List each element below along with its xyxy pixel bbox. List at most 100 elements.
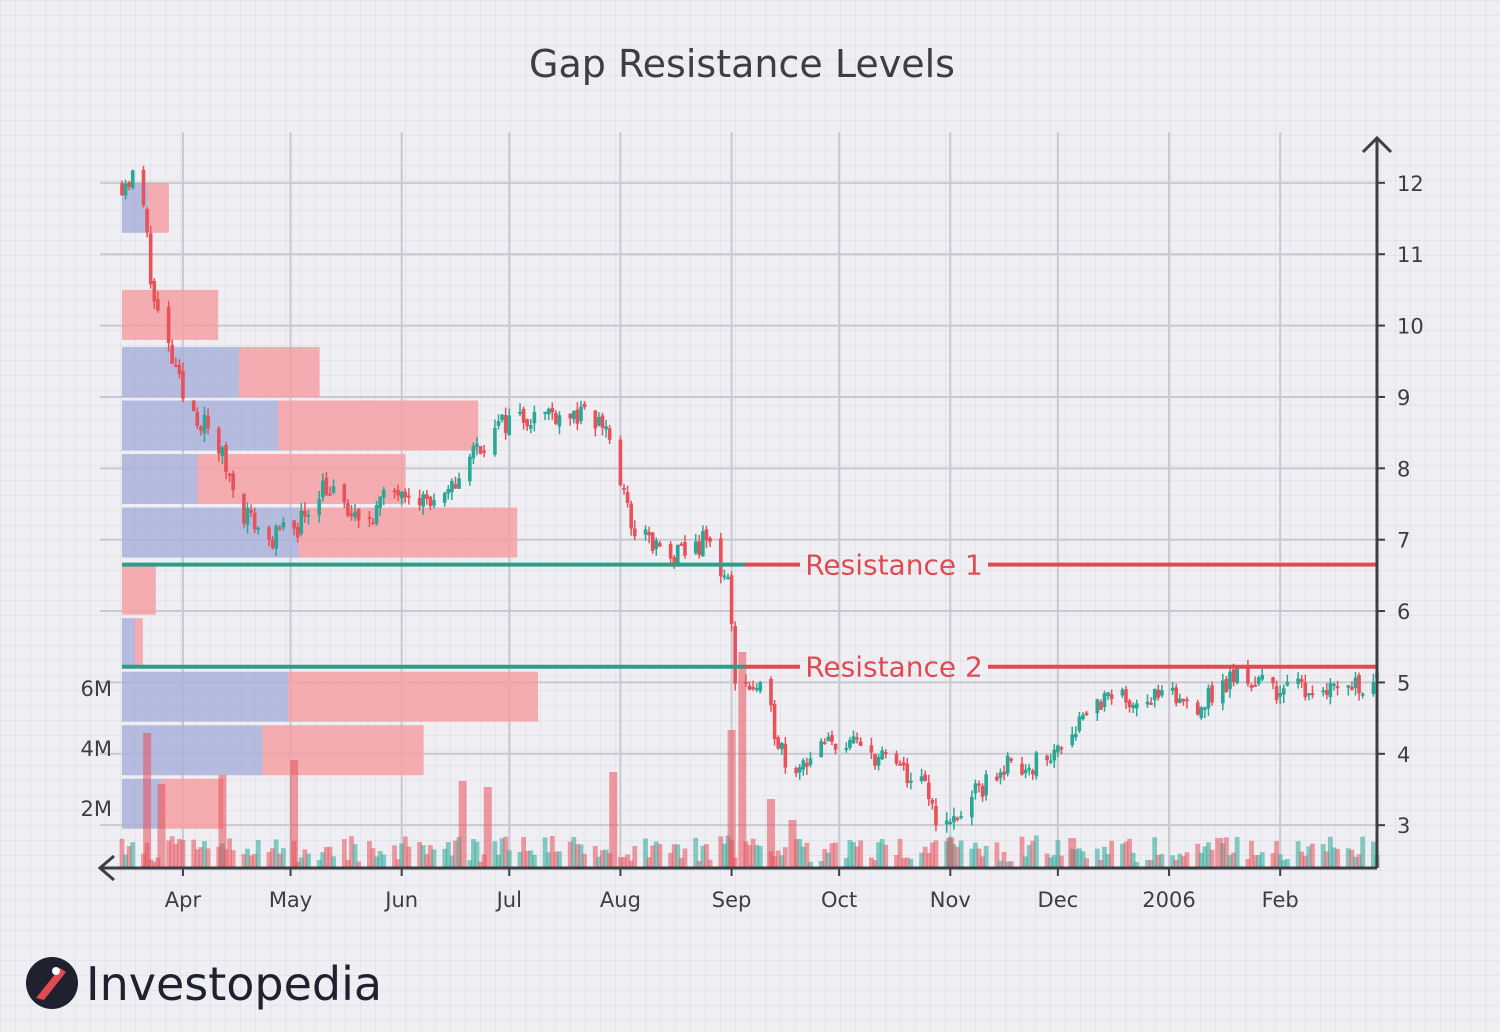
candle-body [794,768,798,774]
volume-bar [273,839,279,868]
volume-bar [976,848,982,868]
candle-body [880,750,884,760]
candle-body [1059,747,1064,750]
volume-bar [1353,856,1358,868]
volume-bar [653,841,659,868]
volume-bar [851,842,856,868]
volume-bar [632,846,638,868]
profile-bar-down [161,778,224,829]
volume-bar [1094,848,1100,868]
volume-bar [854,846,860,868]
volume-bar [230,850,236,868]
candle-body [618,439,623,486]
volume-bar [922,846,928,868]
candle-body [733,626,737,684]
candle-body [1170,687,1175,691]
volume-bar [571,836,577,868]
volume-bar [883,844,889,868]
candle-body [378,496,382,508]
candle-body [1152,688,1157,701]
tick-labels: 3 4 5 6 7 8 9 10 11 12 Apr May Jun Jul Aug Sep Oct Nov Dec… [81,172,1424,912]
volume-bar [621,857,627,868]
volume-bar [1231,852,1236,868]
candle-body [1228,671,1232,690]
candle-body [848,739,852,749]
candle-body [1177,698,1182,703]
candle-body [145,208,149,233]
candle-body [1195,702,1200,715]
volume-bar [1051,854,1057,868]
candle-body [292,520,296,529]
candle-body [471,446,476,459]
candle-body [245,507,250,525]
volume-spike-bar [788,820,797,868]
volume-bar [1080,851,1086,868]
candle-body [869,745,874,753]
candle-body [754,687,759,690]
volume-bar [678,857,684,868]
volume-bar [919,852,925,868]
volume-spike-bar [157,784,166,868]
candle-body [446,489,451,494]
volume-bar [557,851,562,868]
profile-bar-down [278,400,479,451]
candle-body [575,409,580,424]
candle-body [779,743,784,750]
candle-body [173,364,178,367]
candle-body [256,527,261,530]
candle-body [1048,760,1053,763]
volume-bar [969,848,975,868]
candle-body [1070,734,1075,746]
volume-bar [578,844,584,868]
volume-bar [747,845,752,868]
candle-body [468,456,472,482]
candle-body [607,428,612,440]
candle-body [919,776,924,781]
price-candles [120,165,1379,833]
volume-bar [822,849,828,868]
candle-body [568,413,573,419]
candle-body [217,428,221,454]
candle-body [1084,712,1089,715]
volume-bar [1177,853,1183,868]
volume-bar [1076,848,1082,868]
volume-spike-bar [1068,838,1077,868]
volume-bar [1227,855,1233,868]
volume-bar [1023,856,1028,868]
candle-body [521,408,526,423]
volume-bar [1256,854,1262,868]
x-tick-label: May [269,888,312,912]
candle-body [407,495,411,498]
candle-body [622,488,626,491]
candle-body [858,741,863,746]
candle-body [697,541,702,556]
volume-bar [1324,851,1330,868]
candle-body [1023,769,1028,774]
profile-bar-down [239,346,320,397]
y-tick-label: 6 [1397,600,1410,624]
candle-body [554,412,558,424]
candle-body [952,816,956,823]
volume-profile [122,182,538,829]
volume-bar [255,839,261,868]
volume-bar [696,861,702,868]
volume-bar [524,850,530,868]
candle-body [1350,687,1354,690]
candle-body [833,743,838,750]
volume-bar [1105,854,1111,868]
candle-body [873,753,877,766]
volume-bar [252,853,258,868]
volume-spike-bar [609,772,618,868]
candle-body [830,735,834,742]
x-tick-label: Sep [712,888,752,912]
volume-bar [449,855,455,868]
candle-body [955,817,960,820]
candle-body [356,509,361,521]
candle-body [1109,694,1114,700]
candle-body [306,514,311,517]
volume-bar [980,856,985,868]
candle-body [769,678,773,706]
candle-body [148,233,153,285]
candle-body [1102,693,1107,707]
volume-bar [1008,861,1014,868]
